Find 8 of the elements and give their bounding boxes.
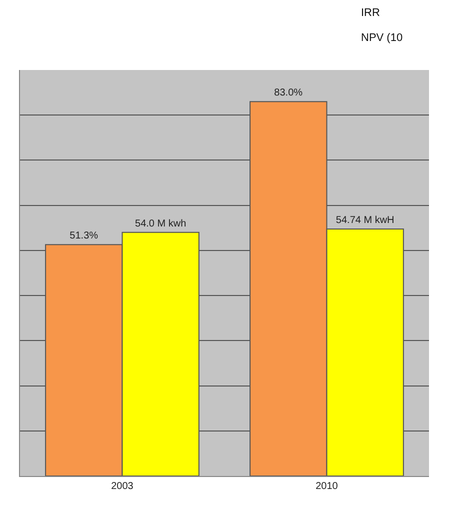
data-label: 54.74 M kwH (336, 215, 394, 226)
data-label: 54.0 M kwh (135, 218, 186, 230)
text: NPV (10 (361, 32, 403, 44)
text: IRR (361, 7, 380, 19)
data-label: 51.3% (70, 230, 98, 242)
x-tick-label: 2003 (111, 481, 134, 492)
data-label: 83.0% (274, 88, 303, 99)
x-tick-label: 2010 (316, 481, 338, 492)
